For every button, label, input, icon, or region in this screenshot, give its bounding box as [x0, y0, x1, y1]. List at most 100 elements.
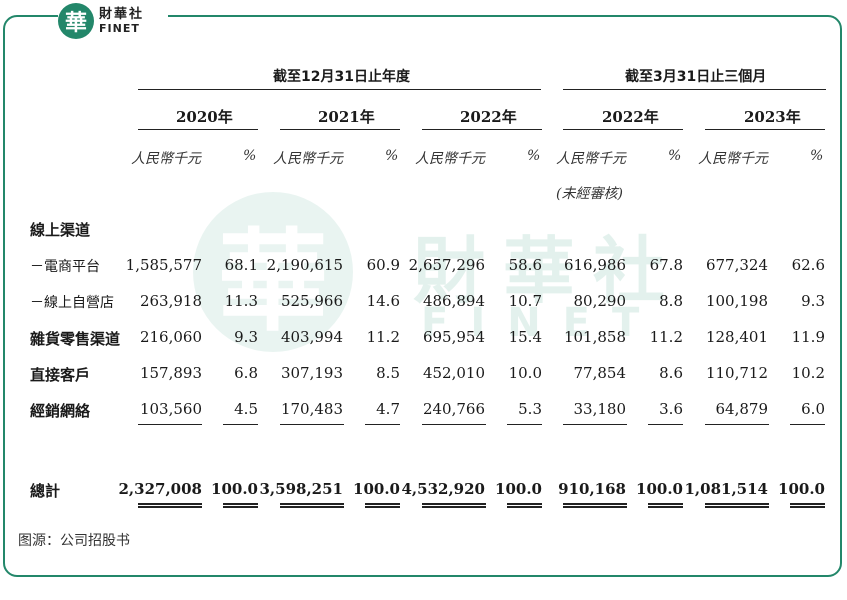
percent-cell: 62.6 [791, 256, 825, 274]
percent-cell: 6.0 [801, 400, 825, 418]
total-double-rule [138, 503, 202, 508]
row-label: －電商平台 [30, 259, 100, 275]
amount-cell: 216,060 [139, 328, 202, 346]
header-rule-quarter [563, 89, 826, 90]
percent-cell: 11.3 [224, 292, 258, 310]
total-double-rule [422, 503, 486, 508]
row-label: 經銷網絡 [30, 402, 91, 420]
subtotal-rule [507, 424, 542, 425]
total-label: 總計 [30, 482, 61, 500]
unit-percent: % [243, 148, 257, 164]
header-rule-fiscal [138, 89, 541, 90]
subtotal-rule [365, 424, 400, 425]
amount-cell: 677,324 [705, 256, 768, 274]
logo-seal-icon: 華 [58, 3, 94, 39]
subtotal-rule [790, 424, 825, 425]
total-double-rule [507, 503, 542, 508]
amount-cell: 452,010 [422, 364, 485, 382]
percent-cell: 8.8 [659, 292, 683, 310]
amount-cell: 525,966 [280, 292, 343, 310]
percent-cell: 68.1 [224, 256, 258, 274]
total-amount-cell: 1,081,514 [684, 480, 768, 498]
percent-cell: 10.0 [508, 364, 542, 382]
unit-percent: % [527, 148, 541, 164]
subtotal-rule [138, 424, 202, 425]
percent-cell: 3.6 [659, 400, 683, 418]
percent-cell: 8.6 [659, 364, 683, 382]
unit-percent: % [668, 148, 682, 164]
percent-cell: 67.8 [649, 256, 683, 274]
year-header: 2021年 [318, 108, 375, 126]
unaudited-note: (未經審核) [556, 186, 623, 202]
total-percent-cell: 100.0 [353, 480, 400, 498]
amount-cell: 33,180 [573, 400, 627, 418]
subtotal-rule [705, 424, 769, 425]
unit-amount: 人民幣千元 [415, 151, 485, 167]
total-percent-cell: 100.0 [211, 480, 258, 498]
amount-cell: 101,858 [563, 328, 626, 346]
percent-cell: 10.2 [791, 364, 825, 382]
total-percent-cell: 100.0 [636, 480, 683, 498]
amount-cell: 240,766 [422, 400, 485, 418]
amount-cell: 100,198 [705, 292, 768, 310]
total-amount-cell: 910,168 [558, 480, 626, 498]
year-rule [422, 129, 542, 130]
unit-amount: 人民幣千元 [273, 151, 343, 167]
row-label: －線上自營店 [30, 295, 114, 311]
percent-cell: 11.2 [366, 328, 400, 346]
header-fiscal-year: 截至12月31日止年度 [273, 69, 410, 85]
unit-percent: % [385, 148, 399, 164]
year-rule [138, 129, 258, 130]
amount-cell: 616,986 [563, 256, 626, 274]
percent-cell: 11.9 [791, 328, 825, 346]
year-header: 2020年 [176, 108, 233, 126]
subtotal-rule [223, 424, 258, 425]
total-double-rule [705, 503, 769, 508]
amount-cell: 128,401 [705, 328, 768, 346]
percent-cell: 10.7 [508, 292, 542, 310]
amount-cell: 2,190,615 [266, 256, 343, 274]
unit-amount: 人民幣千元 [131, 151, 201, 167]
amount-cell: 80,290 [573, 292, 627, 310]
amount-cell: 77,854 [573, 364, 627, 382]
finet-logo: 華 財華社 FINET [58, 2, 168, 40]
year-header: 2022年 [460, 108, 517, 126]
total-amount-cell: 2,327,008 [118, 480, 202, 498]
percent-cell: 5.3 [518, 400, 542, 418]
row-label: 直接客戶 [30, 366, 91, 384]
logo-chinese-text: 財華社 [99, 7, 145, 22]
row-label: 雜貨零售渠道 [30, 330, 121, 348]
total-amount-cell: 3,598,251 [259, 480, 343, 498]
subtotal-rule [422, 424, 486, 425]
amount-cell: 2,657,296 [408, 256, 485, 274]
unit-percent: % [810, 148, 824, 164]
amount-cell: 486,894 [422, 292, 485, 310]
percent-cell: 9.3 [234, 328, 258, 346]
amount-cell: 103,560 [139, 400, 202, 418]
percent-cell: 15.4 [508, 328, 542, 346]
total-double-rule [223, 503, 258, 508]
subtotal-rule [280, 424, 344, 425]
total-double-rule [648, 503, 683, 508]
amount-cell: 170,483 [280, 400, 343, 418]
year-header: 2023年 [744, 108, 801, 126]
year-header: 2022年 [602, 108, 659, 126]
amount-cell: 403,994 [280, 328, 343, 346]
header-quarter: 截至3月31日止三個月 [625, 69, 767, 85]
total-percent-cell: 100.0 [778, 480, 825, 498]
row-label: 線上渠道 [30, 221, 91, 239]
amount-cell: 263,918 [139, 292, 202, 310]
amount-cell: 157,893 [139, 364, 202, 382]
unit-amount: 人民幣千元 [556, 151, 626, 167]
amount-cell: 1,585,577 [125, 256, 202, 274]
content-frame [3, 15, 842, 577]
subtotal-rule [648, 424, 683, 425]
percent-cell: 11.2 [649, 328, 683, 346]
percent-cell: 4.7 [376, 400, 400, 418]
logo-english-text: FINET [99, 22, 140, 35]
amount-cell: 695,954 [422, 328, 485, 346]
percent-cell: 14.6 [366, 292, 400, 310]
total-double-rule [790, 503, 825, 508]
percent-cell: 8.5 [376, 364, 400, 382]
total-amount-cell: 4,532,920 [401, 480, 485, 498]
